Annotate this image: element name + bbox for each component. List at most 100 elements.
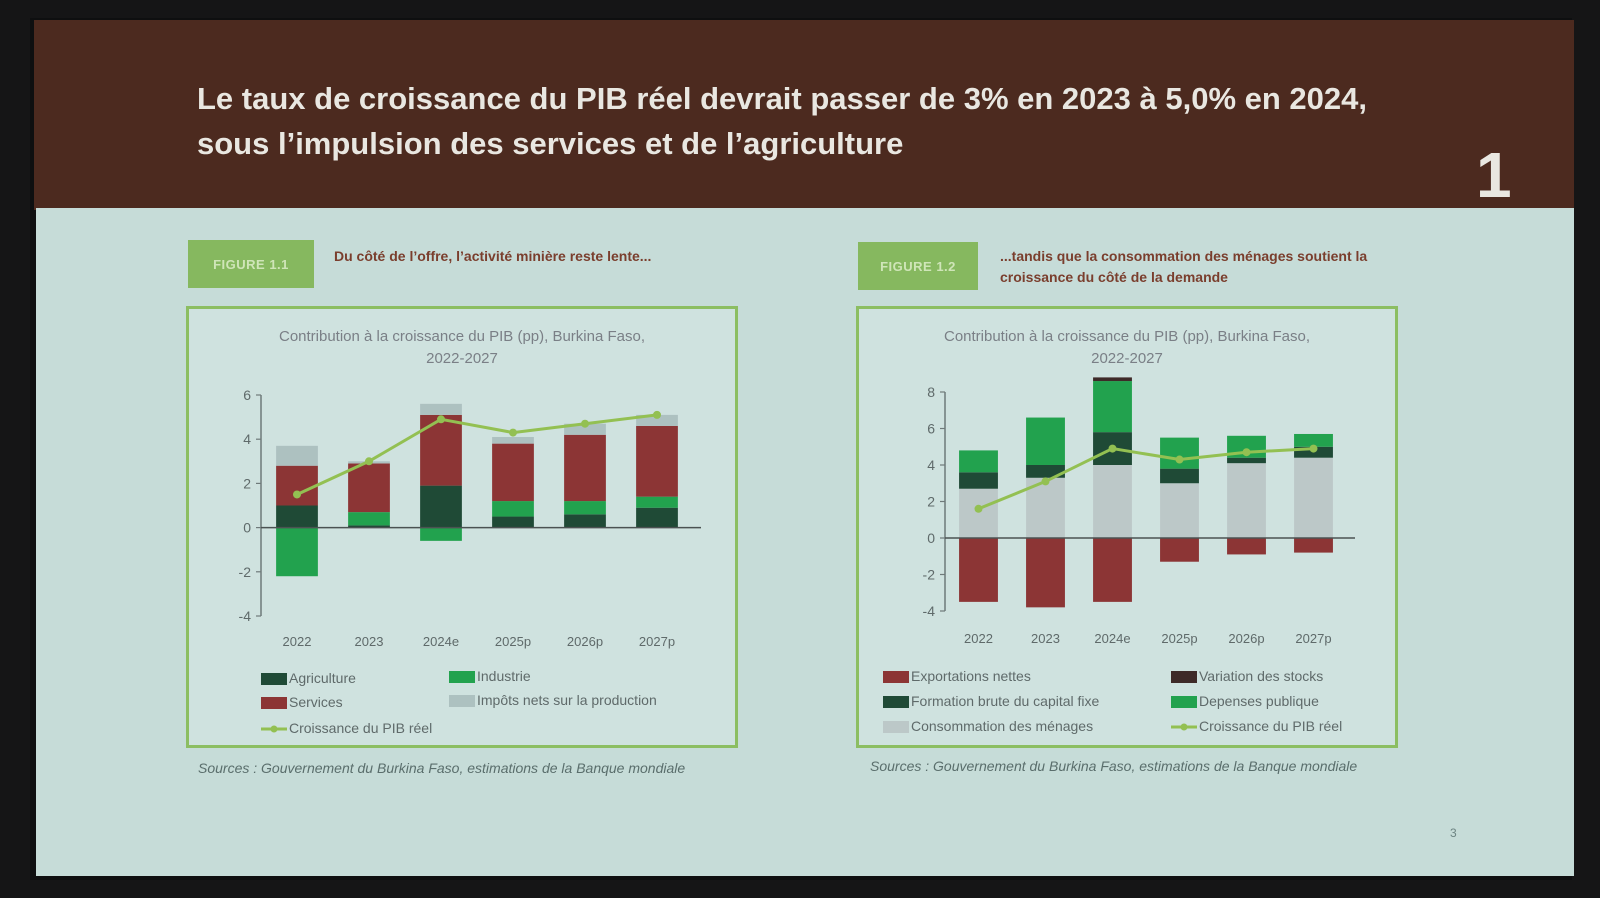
bar-segment [564, 501, 606, 515]
legend-label: Formation brute du capital fixe [911, 693, 1100, 709]
bar-segment [1093, 465, 1132, 538]
y-tick-label: -2 [923, 567, 936, 583]
gdp-growth-point [1041, 477, 1050, 486]
page-number: 3 [1450, 826, 1457, 840]
x-tick-label: 2027p [639, 634, 675, 649]
legend-line-marker [1180, 723, 1188, 731]
gdp-growth-point [437, 415, 445, 424]
bar-segment [636, 507, 678, 528]
y-tick-label: 0 [243, 520, 251, 536]
bar-segment [276, 465, 318, 506]
figure-1-1-chart: Contribution à la croissance du PIB (pp)… [239, 328, 701, 736]
bar-segment [959, 472, 998, 489]
slide-number: 1 [1476, 139, 1512, 211]
bar-segment [492, 516, 534, 528]
bar-segment [348, 512, 390, 526]
x-tick-label: 2025p [495, 634, 531, 649]
y-tick-label: -4 [923, 603, 936, 619]
y-tick-label: 4 [927, 457, 935, 473]
bar-segment [276, 445, 318, 466]
bar-segment [276, 527, 318, 577]
figure-1-2-caption: ...tandis que la consommation des ménage… [1000, 248, 1368, 285]
gdp-growth-line [977, 447, 1314, 511]
x-tick-label: 2027p [1295, 631, 1331, 646]
bar-segment [959, 538, 998, 602]
bar-segment [1227, 457, 1266, 464]
gdp-growth-point [1309, 444, 1318, 453]
gdp-growth-point [1242, 448, 1251, 457]
figure-1-1-source: Sources : Gouvernement du Burkina Faso, … [198, 760, 686, 776]
bar-segment [1294, 457, 1333, 538]
legend-swatch [1171, 671, 1197, 683]
bar-segment [1227, 538, 1266, 555]
chart-title-line: Contribution à la croissance du PIB (pp)… [944, 328, 1310, 345]
bar-segment [1093, 377, 1132, 382]
y-tick-label: 2 [243, 475, 251, 491]
legend-swatch [449, 671, 475, 683]
bar-segment [1294, 538, 1333, 553]
bar-segment [564, 423, 606, 435]
bar-segment [1160, 538, 1199, 562]
chart-title-line: Contribution à la croissance du PIB (pp)… [279, 328, 645, 345]
chart-title-line: 2022-2027 [426, 350, 498, 367]
bar-segment [1160, 468, 1199, 484]
bar-segment [420, 527, 462, 541]
figure-1-2-tag: FIGURE 1.2 [858, 242, 978, 290]
x-tick-label: 2026p [567, 634, 603, 649]
bar-segment [492, 436, 534, 444]
bar-segment [492, 501, 534, 517]
bar-segment [564, 514, 606, 528]
figure-1-1-panel: Contribution à la croissance du PIB (pp)… [186, 306, 738, 748]
bar-segment [1026, 465, 1065, 478]
bar-segment [420, 403, 462, 415]
legend-label: Agriculture [289, 670, 356, 686]
bar-segment [1026, 417, 1065, 465]
legend-label: Depenses publique [1199, 693, 1319, 709]
figure-1-2-chart: Contribution à la croissance du PIB (pp)… [883, 328, 1355, 734]
bar-segment [1093, 381, 1132, 433]
bar-segment [492, 443, 534, 502]
x-tick-label: 2024e [1094, 631, 1130, 646]
gdp-growth-point [1108, 444, 1117, 453]
gdp-growth-point [365, 457, 373, 466]
figure-1-1-caption: Du côté de l’offre, l’activité minière r… [334, 248, 652, 264]
bar-segment [1294, 433, 1333, 447]
y-tick-label: 8 [927, 384, 935, 400]
x-tick-label: 2023 [355, 634, 384, 649]
y-tick-label: -2 [239, 564, 252, 580]
legend-label: Services [289, 694, 343, 710]
legend-label: Industrie [477, 668, 531, 684]
chart-title: Contribution à la croissance du PIB (pp)… [944, 328, 1310, 367]
bar-segment [420, 414, 462, 486]
x-tick-label: 2023 [1031, 631, 1060, 646]
legend-swatch [261, 697, 287, 709]
bar-segment [1160, 483, 1199, 538]
figure-1-1-tag: FIGURE 1.1 [188, 240, 314, 288]
slide-title: Le taux de croissance du PIB réel devrai… [197, 81, 1367, 161]
x-tick-label: 2024e [423, 634, 459, 649]
gdp-growth-point [974, 504, 983, 513]
gdp-growth-point [1175, 455, 1184, 464]
bar-segment [348, 525, 390, 528]
y-tick-label: 0 [927, 530, 935, 546]
gdp-growth-point [293, 490, 301, 499]
legend-label: Exportations nettes [911, 668, 1031, 684]
y-tick-label: 6 [927, 421, 935, 437]
legend-label: Variation des stocks [1199, 668, 1323, 684]
bar-segment [1026, 538, 1065, 608]
gdp-growth-line [296, 413, 658, 496]
y-tick-label: -4 [239, 608, 252, 624]
bar-segment [636, 496, 678, 508]
x-tick-label: 2022 [283, 634, 312, 649]
chart-title: Contribution à la croissance du PIB (pp)… [279, 328, 645, 367]
legend-label: Croissance du PIB réel [289, 720, 432, 736]
bar-segment [959, 450, 998, 473]
bar-segment [276, 505, 318, 528]
y-tick-label: 6 [243, 387, 251, 403]
bar-segment [959, 488, 998, 538]
gdp-growth-point [653, 410, 661, 419]
bar-segment [420, 485, 462, 528]
figure-1-2-panel: Contribution à la croissance du PIB (pp)… [856, 306, 1398, 748]
legend-label: Croissance du PIB réel [1199, 718, 1342, 734]
x-tick-label: 2025p [1161, 631, 1197, 646]
